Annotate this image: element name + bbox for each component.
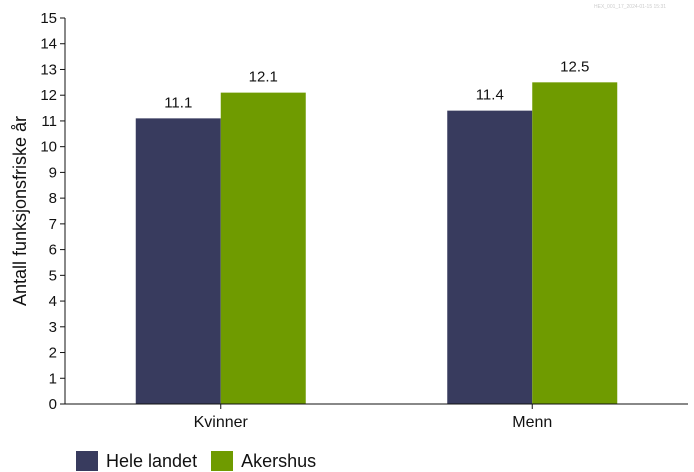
y-tick-label: 3	[49, 319, 57, 336]
legend-item-hele-landet: Hele landet	[76, 451, 197, 472]
y-tick-label: 8	[49, 190, 57, 207]
x-tick-label: Kvinner	[194, 414, 249, 431]
y-tick-label: 15	[40, 10, 57, 27]
legend: Hele landet Akershus	[76, 450, 316, 472]
y-tick-label: 7	[49, 216, 57, 233]
bar-hele-landet-kvinner	[135, 118, 221, 405]
y-tick-label: 2	[49, 345, 57, 362]
y-tick-label: 13	[40, 61, 57, 78]
x-axis-labels: Kvinner Menn	[194, 404, 552, 431]
y-tick-label: 9	[49, 164, 57, 181]
y-tick-label: 14	[40, 36, 57, 53]
data-label: 12.5	[560, 58, 589, 75]
y-tick-label: 12	[40, 87, 57, 104]
y-axis-title: Antall funksjonsfriske år	[10, 116, 30, 306]
y-tick-label: 5	[49, 267, 57, 284]
legend-swatch-hele-landet	[76, 451, 98, 471]
bar-akershus-kvinner	[220, 92, 306, 405]
data-label: 11.1	[164, 94, 192, 111]
legend-item-akershus: Akershus	[211, 451, 316, 472]
y-tick-label: 0	[49, 396, 57, 413]
y-tick-label: 11	[41, 113, 57, 130]
legend-label-akershus: Akershus	[241, 450, 317, 471]
y-tick-label: 1	[49, 370, 57, 387]
y-tick-label: 6	[49, 242, 57, 259]
data-label: 11.4	[476, 87, 504, 104]
data-label: 12.1	[249, 69, 278, 86]
y-tick-label: 10	[40, 139, 57, 156]
x-tick-label: Menn	[512, 414, 552, 431]
bar-akershus-menn	[532, 82, 618, 404]
bars	[135, 82, 618, 405]
data-labels: 11.1 12.1 11.4 12.5	[164, 58, 589, 111]
bar-hele-landet-menn	[447, 110, 533, 404]
legend-label-hele-landet: Hele landet	[106, 450, 198, 471]
watermark-text: HEX_001_17_2024-01-15 15:31	[594, 4, 667, 10]
y-tick-label: 4	[49, 293, 57, 310]
legend-swatch-akershus	[211, 451, 234, 471]
